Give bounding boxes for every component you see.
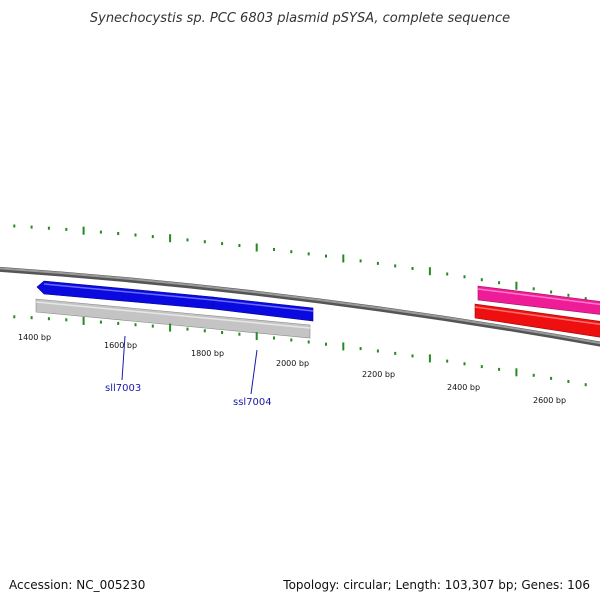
tick-label-2000: 2000 bp xyxy=(276,359,309,368)
tick-label-1400: 1400 bp xyxy=(18,333,51,342)
gene-leader-sll7003 xyxy=(121,335,126,381)
accession-text: Accession: NC_005230 xyxy=(9,578,146,592)
tick-label-2200: 2200 bp xyxy=(362,370,395,379)
gene-feature-forward[interactable] xyxy=(36,280,314,322)
feature-red-shine xyxy=(474,306,600,326)
map-title: Synechocystis sp. PCC 6803 plasmid pSYSA… xyxy=(90,11,510,26)
outer-tick-ring xyxy=(13,224,587,301)
gene-label-sll7003-group[interactable]: sll7003 xyxy=(105,335,141,394)
tick-label-1600: 1600 bp xyxy=(104,341,137,350)
gene-label-ssl7004[interactable]: ssl7004 xyxy=(233,397,272,408)
plasmid-backbone xyxy=(0,266,600,347)
tick-label-2400: 2400 bp xyxy=(447,383,480,392)
gene-leader-ssl7004 xyxy=(250,349,258,395)
inner-tick-ring xyxy=(13,315,587,387)
plasmid-backbone-highlight xyxy=(0,267,600,345)
tick-labels: 1400 bp 1600 bp 1800 bp 2000 bp 2200 bp … xyxy=(18,333,566,405)
tick-label-2600: 2600 bp xyxy=(533,396,566,405)
gene-bar-grey-shine xyxy=(35,301,311,329)
feature-red[interactable] xyxy=(474,303,600,338)
tick-label-1800: 1800 bp xyxy=(191,349,224,358)
feature-pink[interactable] xyxy=(477,285,600,315)
topology-summary: Topology: circular; Length: 103,307 bp; … xyxy=(283,578,590,592)
feature-pink-shine xyxy=(477,288,600,306)
gene-feature-reverse[interactable] xyxy=(35,298,311,339)
gene-arrow-blue-shine xyxy=(43,283,314,312)
gene-label-ssl7004-group[interactable]: ssl7004 xyxy=(233,349,272,408)
gene-label-sll7003[interactable]: sll7003 xyxy=(105,383,141,394)
